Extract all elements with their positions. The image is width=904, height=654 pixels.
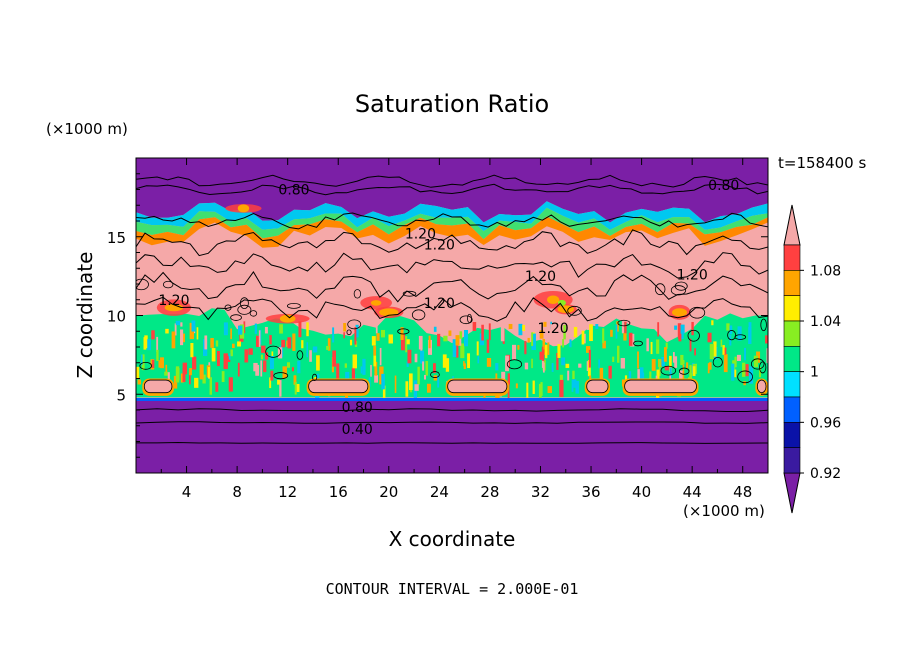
x-axis-ticks: 4 8 12 16 20 24 28 32 36 40 44 48 [160,158,752,501]
contour-label: 1.20 [424,296,455,312]
colorbar-swatch [783,244,801,271]
colorbar-swatch [783,346,801,372]
x-tick-label: 32 [531,483,550,501]
x-tick-label: 4 [182,483,192,501]
x-tick-label: 28 [480,483,499,501]
colorbar-swatch [783,270,801,296]
x-tick-label: 20 [379,483,398,501]
colorbar-label: 0.96 [810,415,841,431]
upper-dry-region [136,158,768,223]
x-tick-label: 36 [581,483,600,501]
colorbar-label: 0.92 [810,466,841,482]
colorbar-swatch [783,396,801,423]
colorbar-swatch [783,320,801,347]
contour-label: 1.20 [538,321,569,337]
contour-label: 0.80 [278,183,309,199]
near-saturated-blobs [142,378,768,396]
upper-transition-orange [136,216,768,248]
colorbar-swatch [783,422,801,448]
cloud-speckles [136,204,768,403]
contour-label: 1.20 [424,238,455,254]
chart-title: Saturation Ratio [355,90,549,118]
x-tick-label: 12 [278,483,297,501]
contour-label: 1.20 [677,268,708,284]
colorbar-swatch [783,371,801,398]
colorbar-swatch [783,295,801,322]
x-tick-label: 8 [232,483,242,501]
y-tick-label: 10 [107,308,126,326]
contour-lines [136,174,768,444]
y-tick-label: 15 [107,229,126,247]
colorbar-label: 1.04 [810,314,841,330]
colorbar: 1.08 1.04 1 0.96 0.92 [783,204,841,514]
contour-labels: 0.80 0.801.201.201.20 1.201.20 1.201.200.80… [158,178,739,438]
y-unit-label: (×1000 m) [46,120,128,138]
y-axis-ticks: 5 10 15 [107,173,768,458]
x-tick-label: 24 [430,483,449,501]
contour-label: 0.80 [708,178,739,194]
colorbar-label: 1.08 [810,263,841,279]
lower-boundary-layer [136,398,768,401]
x-tick-label: 16 [329,483,348,501]
colorbar-top-arrow [783,204,801,246]
contour-label: 1.20 [525,269,556,285]
contour-label: 0.40 [342,422,373,438]
lower-dry-region [136,399,768,473]
x-tick-label: 48 [733,483,752,501]
time-label: t=158400 s [778,154,866,172]
colorbar-label: 1 [810,365,819,381]
contour-label: 0.80 [342,400,373,416]
colorbar-swatch [783,447,801,474]
contour-label: 1.20 [158,293,189,309]
colorbar-bottom-arrow [783,472,801,514]
upper-transition-cyan [136,201,768,232]
x-axis-label: X coordinate [389,527,516,551]
upper-transition-green [136,207,768,240]
y-tick-label: 5 [116,386,126,404]
x-tick-label: 44 [683,483,702,501]
x-tick-label: 40 [632,483,651,501]
plot-area: 0.80 0.801.201.201.20 1.201.20 1.201.200.80… [136,158,768,473]
contour-label: 1.20 [405,227,436,243]
contour-interval-label: CONTOUR INTERVAL = 2.000E-01 [326,580,579,598]
y-axis-label: Z coordinate [73,252,97,379]
x-unit-label: (×1000 m) [683,502,765,520]
